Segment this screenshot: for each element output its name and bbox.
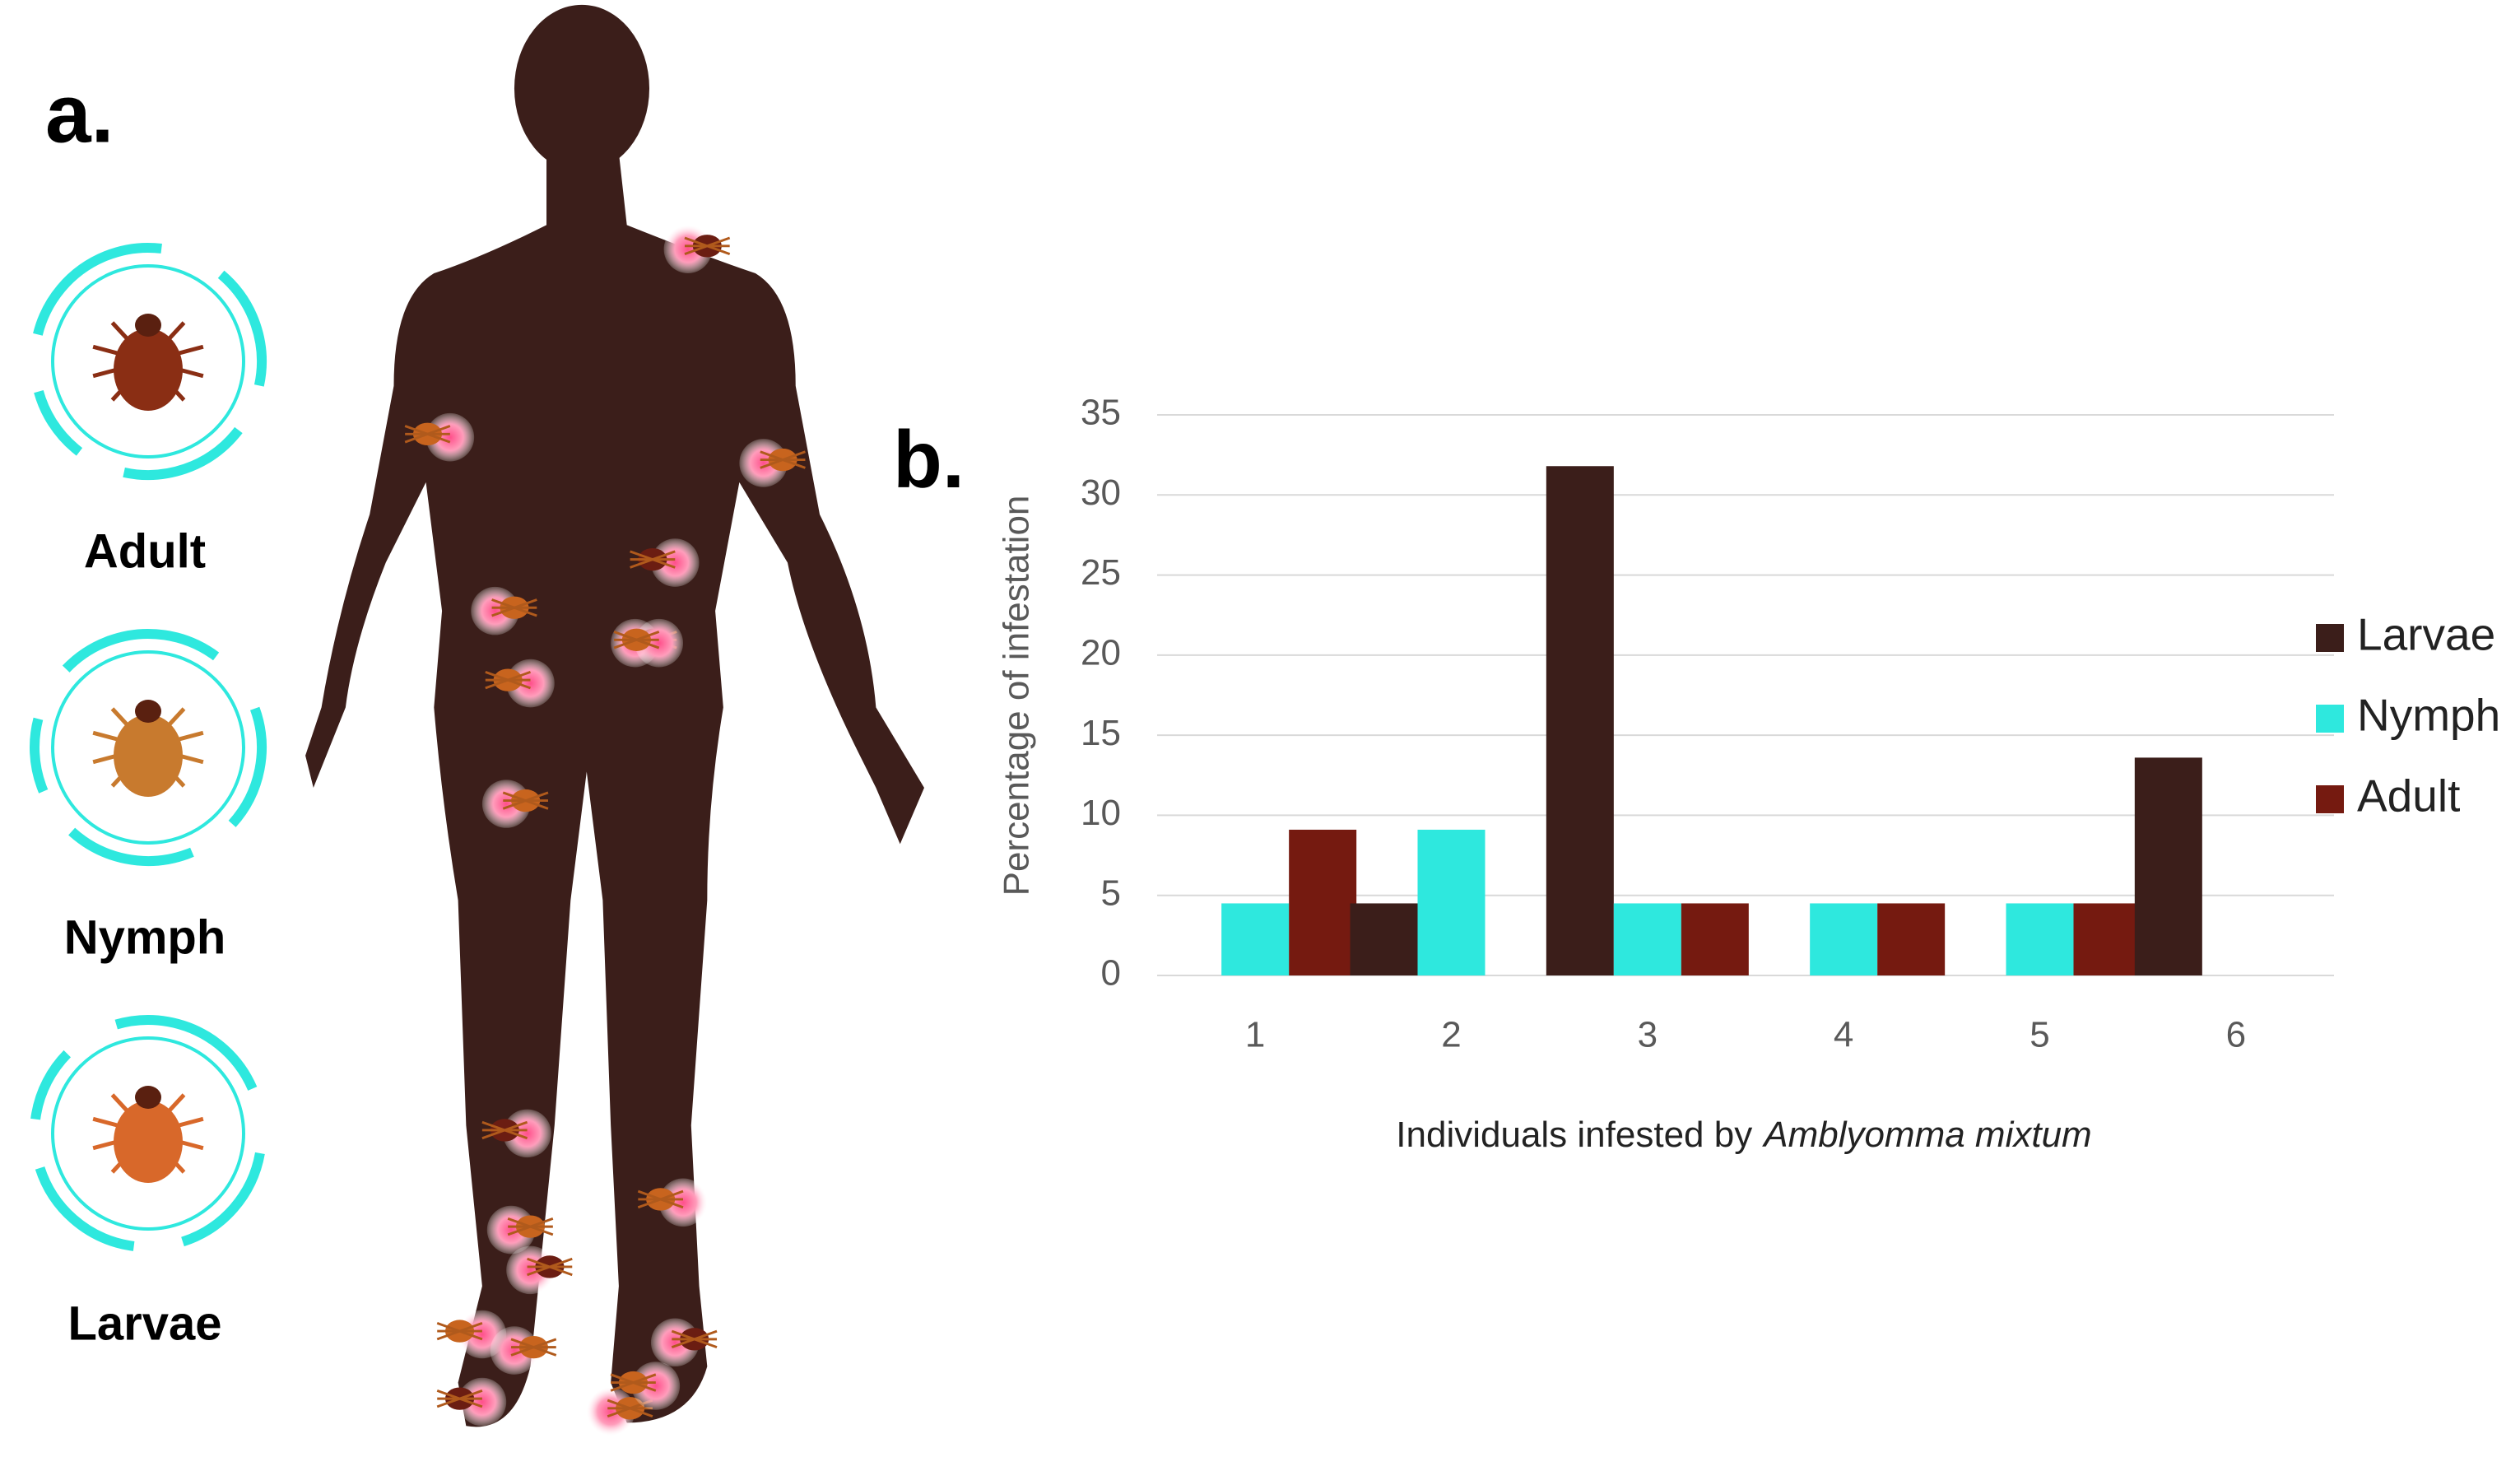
tick-markers <box>404 225 806 1436</box>
tick-site <box>506 659 555 708</box>
x-axis-title-part: Individuals infested by <box>1396 1115 1752 1155</box>
tick-site <box>425 412 475 462</box>
y-axis-title: Percentage of infestation <box>997 496 1037 896</box>
icon-arc <box>30 243 267 480</box>
tick-leg <box>481 1120 528 1140</box>
panel-label: b. <box>893 414 965 505</box>
y-tick-label: 15 <box>1081 713 1121 753</box>
human-illustration <box>305 4 924 1436</box>
tick-site <box>650 538 700 587</box>
bar <box>1613 903 1681 975</box>
bar <box>2134 757 2202 975</box>
stage-icons: Adult Nymph Larvae <box>30 243 267 1350</box>
legend-label: Nymph <box>2357 690 2500 741</box>
bar <box>1681 903 1749 975</box>
bar <box>1546 466 1614 975</box>
legend-swatch <box>2316 785 2344 813</box>
tick-leg <box>684 236 731 255</box>
y-tick-label: 20 <box>1081 632 1121 673</box>
x-tick-label: 2 <box>1441 1015 1461 1055</box>
tick-site <box>458 1377 507 1427</box>
tick-leg <box>507 1217 554 1236</box>
x-axis-title-italic: Amblyomma mixtum <box>1761 1115 2092 1155</box>
tick-leg <box>527 1257 573 1277</box>
stage-label: Larvae <box>67 1296 221 1350</box>
bar <box>2073 903 2141 975</box>
tick-leg <box>491 598 537 617</box>
tick-leg <box>613 631 660 649</box>
tick-leg <box>485 670 531 690</box>
tick-leg <box>510 1338 557 1357</box>
tick-leg <box>637 1189 684 1209</box>
bar <box>1350 903 1418 975</box>
bar <box>1221 903 1290 975</box>
tick-leg <box>404 425 451 444</box>
icon-head <box>135 700 161 723</box>
y-tick-label: 35 <box>1081 393 1121 433</box>
tick-leg <box>671 1329 718 1348</box>
y-tick-label: 10 <box>1081 793 1121 833</box>
panel-label: a. <box>45 67 114 160</box>
icon-body <box>114 328 183 411</box>
y-tick-label: 25 <box>1081 552 1121 593</box>
legend-label: Larvae <box>2357 609 2495 660</box>
icon-head <box>135 1086 161 1109</box>
y-tick-label: 30 <box>1081 472 1121 513</box>
tick-leg <box>436 1389 483 1408</box>
legend-swatch <box>2316 624 2344 652</box>
head <box>514 4 650 172</box>
x-tick-label: 5 <box>2029 1015 2049 1055</box>
tick-leg <box>760 450 806 469</box>
tick-leg <box>502 791 549 810</box>
x-axis-title: Individuals infested by Amblyomma mixtum <box>1396 1115 2091 1155</box>
tick-leg <box>610 1373 657 1392</box>
bar <box>1289 829 1357 975</box>
tick-site <box>658 1178 708 1227</box>
x-tick-label: 3 <box>1638 1015 1658 1055</box>
tick-site <box>631 1362 681 1410</box>
bar <box>1417 829 1485 975</box>
legend-swatch <box>2316 705 2344 733</box>
x-tick-label: 6 <box>2226 1015 2246 1055</box>
stage-label: Nymph <box>64 910 226 964</box>
icon-arc <box>30 629 267 866</box>
y-tick-label: 0 <box>1101 953 1121 994</box>
tick-leg <box>630 550 676 569</box>
bar <box>1810 903 1878 975</box>
x-tick-label: 4 <box>1834 1015 1853 1055</box>
tick-site <box>635 618 684 668</box>
bar <box>1877 903 1946 975</box>
y-tick-label: 5 <box>1101 873 1121 913</box>
tick-leg <box>436 1321 483 1341</box>
icon-head <box>135 314 161 337</box>
icon-body <box>114 715 183 797</box>
x-tick-label: 1 <box>1245 1015 1265 1055</box>
icon-arc <box>30 1015 267 1252</box>
bar <box>2006 903 2074 975</box>
stage-label: Adult <box>84 524 206 578</box>
tick-site <box>503 1109 551 1158</box>
icon-body <box>114 1101 183 1183</box>
legend-label: Adult <box>2357 770 2460 822</box>
